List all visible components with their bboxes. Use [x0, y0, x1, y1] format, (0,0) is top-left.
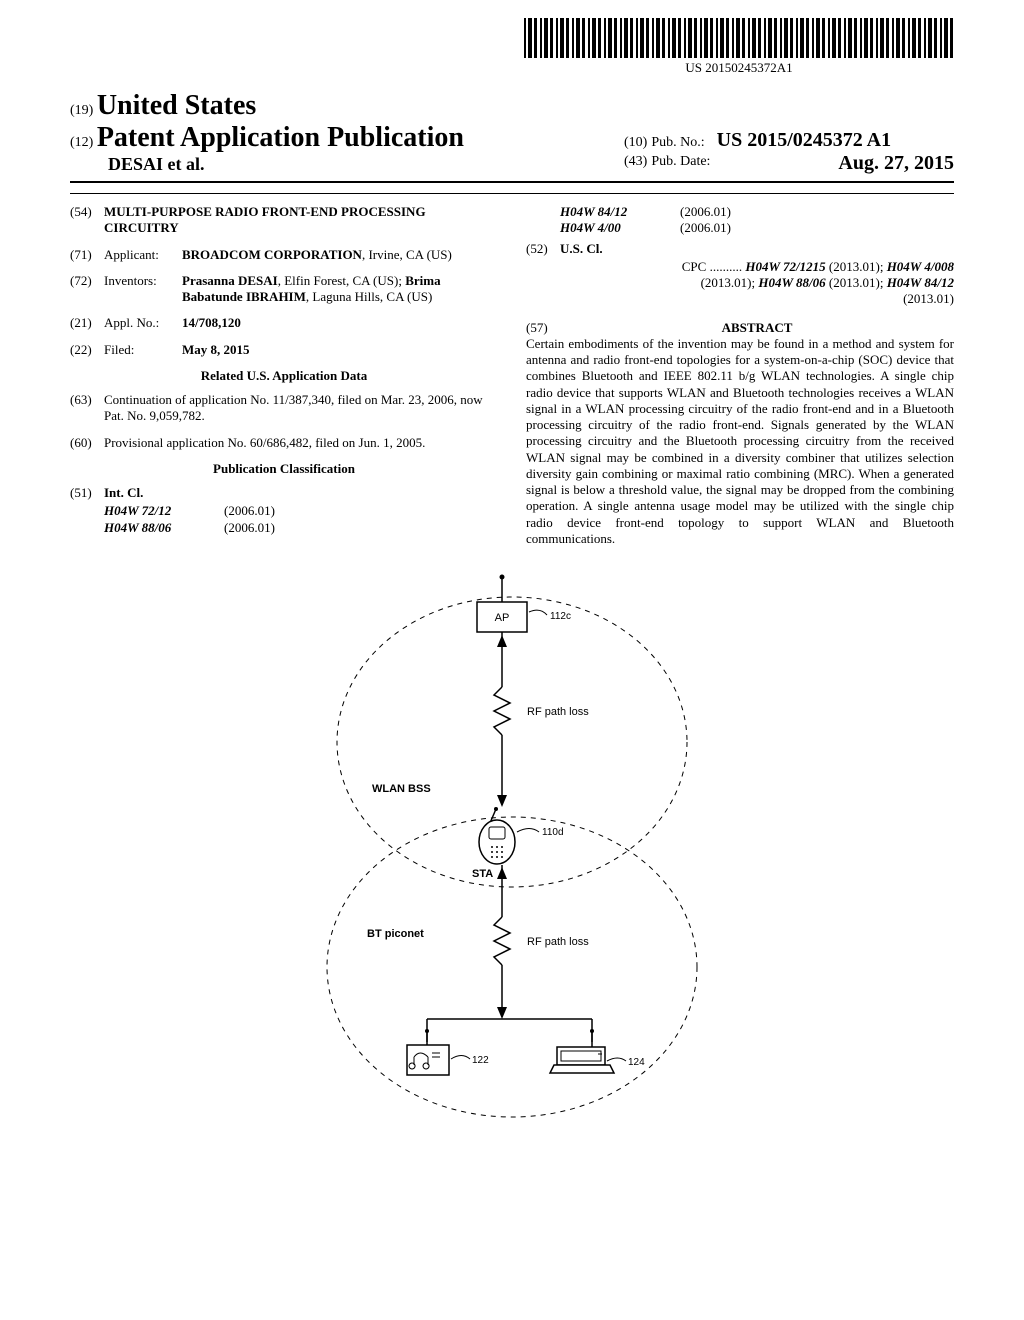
device-124-ref: 124 [628, 1057, 645, 1068]
applno-label: Appl. No.: [104, 315, 182, 331]
code-22: (22) [70, 342, 104, 358]
header: (19) United States (12) Patent Applicati… [70, 90, 954, 175]
cpc-1-y: (2013.01); [829, 259, 884, 274]
related-title: Related U.S. Application Data [70, 368, 498, 384]
inventor-1: Prasanna DESAI [182, 273, 278, 288]
figure: AP 112c RF path loss WLAN BSS 110d STA B… [272, 567, 752, 1132]
uscl-label: U.S. Cl. [560, 241, 603, 256]
pubdate-label: Pub. Date: [651, 154, 710, 169]
code-72: (72) [70, 273, 104, 306]
code-54: (54) [70, 204, 104, 237]
cpc-3-y: (2013.01); [829, 275, 884, 290]
barcode-area: US 20150245372A1 [524, 18, 954, 76]
filed-label: Filed: [104, 342, 182, 358]
barcode [524, 18, 954, 58]
pubclass-title: Publication Classification [70, 461, 498, 477]
filed-date: May 8, 2015 [182, 342, 250, 357]
cpc-3: H04W 88/06 [758, 275, 825, 290]
figure-svg: AP 112c RF path loss WLAN BSS 110d STA B… [272, 567, 752, 1127]
rf-path-loss-2: RF path loss [527, 936, 589, 948]
code-51: (51) [70, 485, 104, 501]
code-10: (10) [624, 135, 647, 150]
inventor-2-loc: Laguna Hills, CA (US) [312, 289, 432, 304]
code-52: (52) [526, 241, 560, 257]
left-column: (54) MULTI-PURPOSE RADIO FRONT-END PROCE… [70, 204, 498, 547]
code-71: (71) [70, 247, 104, 263]
abstract-label: ABSTRACT [722, 320, 793, 335]
intcl-3-year: (2006.01) [680, 204, 731, 220]
applicant-label: Applicant: [104, 247, 182, 263]
intcl-3: H04W 84/12 [560, 204, 680, 220]
pub-type: Patent Application Publication [97, 122, 464, 154]
code-63: (63) [70, 392, 104, 425]
code-57: (57) [526, 320, 560, 336]
divider [70, 181, 954, 183]
cpc-1: H04W 72/1215 [745, 259, 825, 274]
intcl-label: Int. Cl. [104, 485, 143, 500]
title: MULTI-PURPOSE RADIO FRONT-END PROCESSING… [104, 204, 498, 237]
intcl-2-year: (2006.01) [224, 520, 275, 536]
cpc-4: H04W 84/12 [887, 275, 954, 290]
pubno-label: Pub. No.: [651, 135, 704, 150]
divider-thin [70, 193, 954, 194]
right-column: H04W 84/12 (2006.01) H04W 4/00 (2006.01)… [526, 204, 954, 547]
ap-label: AP [495, 612, 510, 624]
inventors-label: Inventors: [104, 273, 182, 306]
applicant-loc: Irvine, CA (US) [368, 247, 451, 262]
barcode-text: US 20150245372A1 [524, 60, 954, 76]
inventor-1-loc: Elfin Forest, CA (US); [284, 273, 402, 288]
sta-ref: 110d [542, 827, 564, 838]
bt-piconet-label: BT piconet [367, 928, 424, 940]
applicant-name: BROADCOM CORPORATION [182, 247, 362, 262]
code-60: (60) [70, 435, 104, 451]
cpc-lead: CPC .......... [682, 259, 742, 274]
provisional-text: Provisional application No. 60/686,482, … [104, 435, 498, 451]
code-12: (12) [70, 135, 93, 151]
intcl-4-year: (2006.01) [680, 220, 731, 236]
applno: 14/708,120 [182, 315, 241, 330]
wlan-bss-label: WLAN BSS [372, 783, 431, 795]
code-43: (43) [624, 154, 647, 169]
country: United States [97, 90, 256, 121]
intcl-4: H04W 4/00 [560, 220, 680, 236]
continuation-text: Continuation of application No. 11/387,3… [104, 392, 498, 425]
intcl-2: H04W 88/06 [104, 520, 224, 536]
cpc-2-y: (2013.01); [701, 275, 756, 290]
device-122-ref: 122 [472, 1055, 489, 1066]
authors: DESAI et al. [70, 154, 464, 175]
pubno: US 2015/0245372 A1 [717, 129, 891, 151]
intcl-1: H04W 72/12 [104, 503, 224, 519]
cpc-4-y: (2013.01) [903, 291, 954, 306]
abstract-text: Certain embodiments of the invention may… [526, 336, 954, 547]
code-21: (21) [70, 315, 104, 331]
ap-ref: 112c [550, 611, 571, 622]
rf-path-loss-1: RF path loss [527, 706, 589, 718]
sta-label: STA [472, 868, 493, 880]
intcl-1-year: (2006.01) [224, 503, 275, 519]
cpc-2: H04W 4/008 [887, 259, 954, 274]
code-19: (19) [70, 103, 93, 118]
pubdate: Aug. 27, 2015 [838, 152, 954, 175]
